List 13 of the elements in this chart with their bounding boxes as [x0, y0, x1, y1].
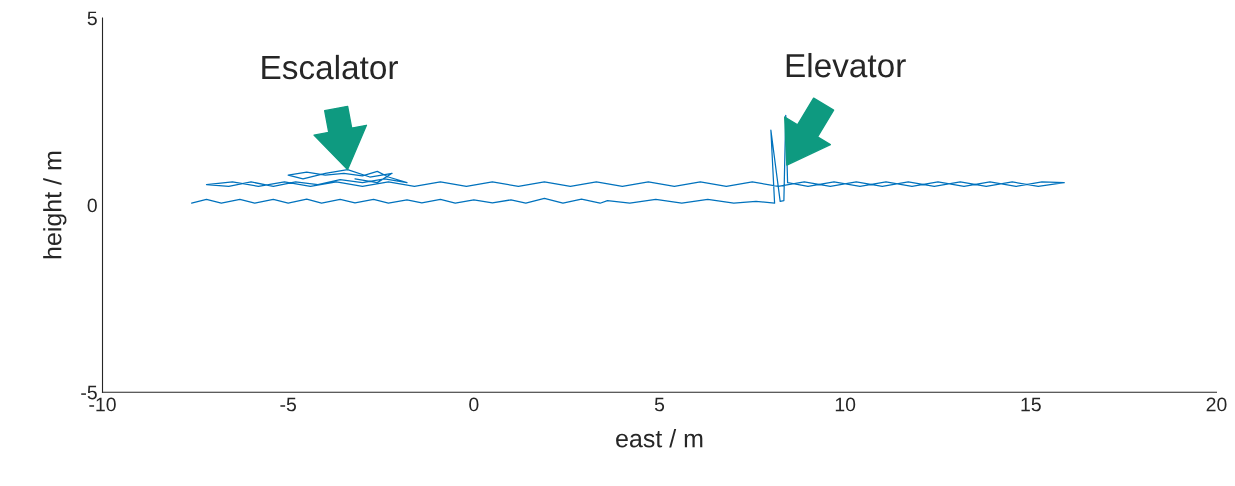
x-tick-label: 15: [1021, 397, 1041, 412]
y-tick-label: 0: [87, 198, 97, 213]
y-tick-label: 5: [87, 11, 97, 26]
y-axis-title: height / m: [43, 151, 67, 259]
x-axis-title: east / m: [616, 429, 703, 448]
x-tick-label: 20: [1206, 397, 1227, 412]
x-tick-label: -5: [280, 397, 296, 412]
line-series: [190, 114, 1065, 204]
x-tick-label: 10: [835, 397, 856, 412]
annotation: Elevator: [786, 52, 906, 78]
x-tick-label: 5: [654, 397, 665, 412]
annotation: Escalator: [262, 54, 398, 80]
x-tick-label: 0: [469, 397, 479, 412]
